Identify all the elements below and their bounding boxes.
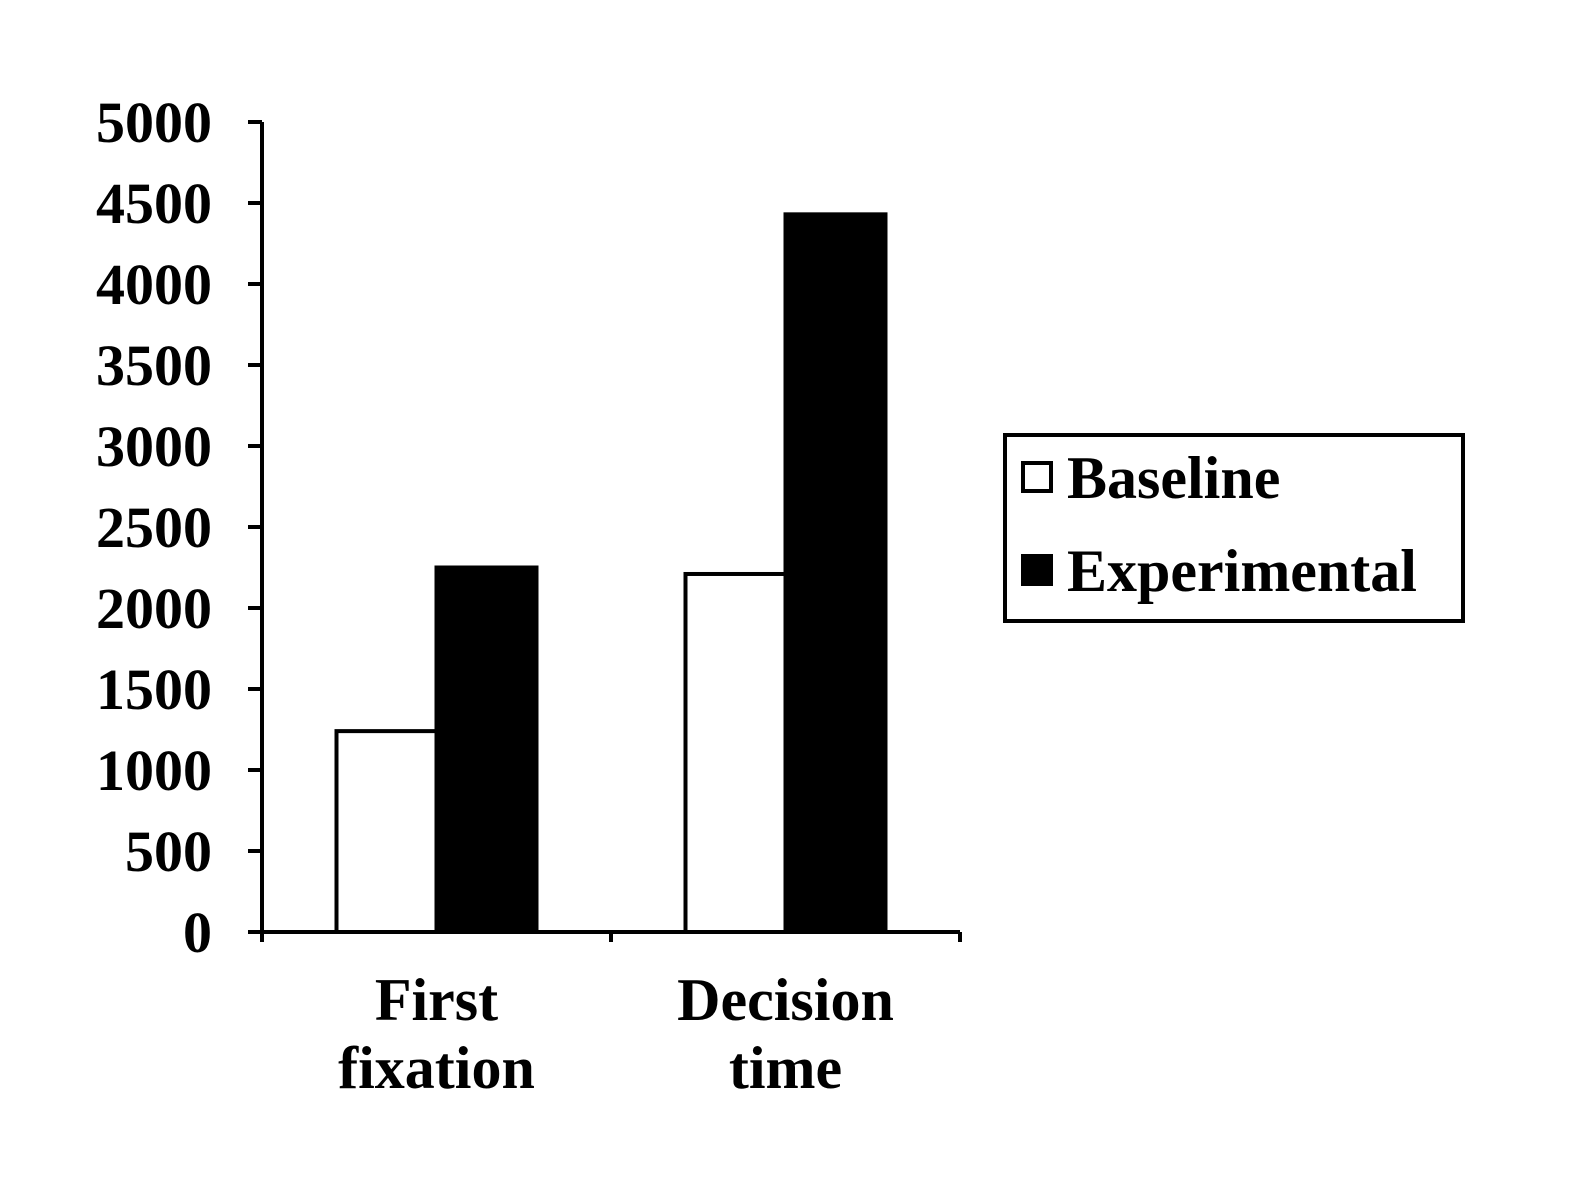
legend: Baseline Experimental <box>1003 433 1465 623</box>
bar-experimental-1 <box>783 212 888 934</box>
bar-baseline-0 <box>334 729 439 934</box>
legend-box <box>1003 433 1465 623</box>
y-tick-label: 0 <box>183 900 212 965</box>
bar-baseline-1 <box>683 571 788 934</box>
y-tick-label: 1000 <box>96 738 212 803</box>
category-label-line: time <box>729 1035 842 1101</box>
legend-label-experimental: Experimental <box>1067 538 1417 604</box>
y-tick-label: 2000 <box>96 576 212 641</box>
y-axis: 0 500 1000 1500 2000 2500 3000 3500 4000 4500 5000 <box>96 90 264 965</box>
category-label-line: Decision <box>677 967 894 1033</box>
bar-experimental-0 <box>434 565 539 934</box>
category-label-line: First <box>375 967 498 1033</box>
y-tick-label: 1500 <box>96 657 212 722</box>
category-label: First fixation <box>338 967 535 1101</box>
legend-swatch-experimental <box>1021 554 1053 586</box>
legend-label-baseline: Baseline <box>1067 445 1280 511</box>
legend-swatch-baseline <box>1021 461 1053 493</box>
category-labels: First fixation Decision time <box>338 967 894 1101</box>
y-tick-label: 3000 <box>96 414 212 479</box>
y-tick-label: 4500 <box>96 171 212 236</box>
y-tick-label: 4000 <box>96 252 212 317</box>
category-label-line: fixation <box>338 1035 535 1101</box>
category-label: Decision time <box>677 967 894 1101</box>
bars <box>334 212 888 934</box>
y-tick-label: 5000 <box>96 90 212 155</box>
y-tick-label: 2500 <box>96 495 212 560</box>
y-tick-label: 500 <box>125 819 212 884</box>
y-tick-label: 3500 <box>96 333 212 398</box>
